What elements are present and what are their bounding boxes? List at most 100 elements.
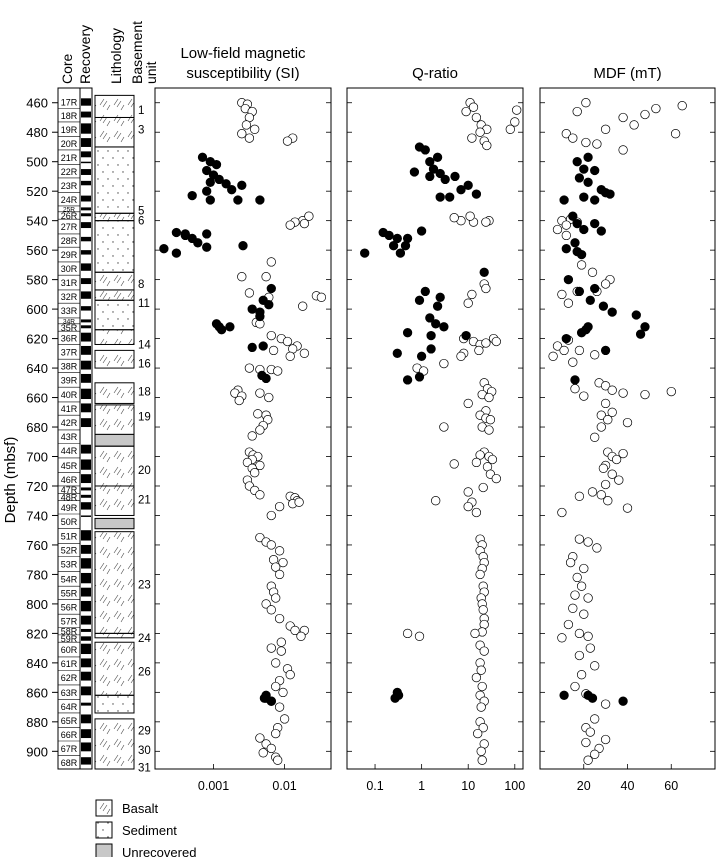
data-point-open — [273, 366, 283, 376]
data-point-filled — [425, 313, 435, 323]
data-point-open — [266, 330, 276, 341]
data-point-open — [274, 613, 285, 624]
data-point-open — [579, 391, 589, 401]
data-point-open — [596, 490, 606, 500]
data-point-open — [255, 733, 265, 743]
data-point-open — [241, 120, 252, 130]
data-point-open — [557, 633, 567, 643]
depth-tick-label: 740 — [26, 508, 48, 523]
data-point-filled — [197, 152, 208, 162]
data-point-open — [603, 415, 613, 425]
data-panels: Low-field magnetic susceptibility (SI) 0.0… — [154, 45, 716, 793]
lithology-basalt — [94, 445, 135, 487]
data-point-open — [557, 507, 567, 518]
data-point-open — [590, 432, 600, 442]
data-point-open — [255, 490, 265, 500]
lithology-basalt — [94, 329, 135, 345]
core-label: 43R — [61, 432, 78, 442]
depth-tick-label: 820 — [26, 626, 48, 641]
data-point-filled — [590, 195, 600, 205]
data-point-open — [592, 139, 602, 149]
data-point-open — [557, 289, 567, 300]
lithology-legend: Basalt Sediment Unrecovered — [95, 799, 196, 857]
panel-frame — [154, 87, 332, 770]
basement-unit-label: 18 — [138, 387, 151, 399]
data-point-filled — [579, 164, 589, 174]
data-point-open — [484, 425, 494, 435]
recovery-block — [81, 180, 91, 186]
data-point-filled — [390, 693, 400, 703]
lithology-basalt — [94, 116, 135, 148]
data-point-open — [590, 714, 600, 724]
data-point-open — [463, 501, 473, 512]
x-tick-label: 20 — [577, 779, 591, 793]
core-label: 18R — [61, 111, 78, 121]
data-point-open — [463, 398, 473, 409]
panel-frame — [346, 87, 524, 770]
data-point-open — [618, 112, 628, 123]
x-tick-label: 10 — [461, 779, 475, 793]
recovery-block — [81, 306, 91, 311]
data-point-open — [581, 737, 591, 748]
data-point-open — [561, 129, 571, 139]
core-label: 57R — [61, 616, 78, 626]
data-point-filled — [416, 226, 427, 236]
data-point-filled — [426, 344, 436, 354]
data-point-filled — [463, 180, 473, 190]
data-point-open — [596, 410, 606, 420]
data-point-open — [587, 267, 598, 277]
recovery-block — [81, 686, 91, 696]
data-point-open — [439, 358, 449, 369]
recovery-block — [81, 714, 91, 724]
data-point-filled — [264, 300, 274, 310]
lithology-basalt — [94, 349, 135, 369]
data-point-open — [439, 422, 449, 432]
data-point-open — [592, 543, 602, 553]
depth-tick-label: 840 — [26, 656, 48, 671]
data-point-open — [478, 723, 488, 733]
data-point-open — [576, 670, 587, 680]
lithology-sediment — [94, 146, 135, 214]
data-point-open — [316, 292, 327, 302]
data-point-open — [456, 351, 466, 361]
core-label: 20R — [61, 139, 78, 149]
data-point-open — [640, 109, 650, 120]
core-label: 63R — [61, 688, 78, 698]
data-point-open — [581, 137, 591, 148]
data-point-filled — [420, 145, 430, 155]
data-point-filled — [425, 171, 435, 182]
recovery-block — [81, 207, 91, 211]
recovery-column — [79, 87, 93, 770]
depth-tick-label: 560 — [26, 243, 48, 258]
data-point-open — [579, 563, 589, 574]
data-point-filled — [618, 696, 628, 706]
data-point-open — [278, 557, 288, 568]
depth-tick-label: 900 — [26, 744, 48, 759]
data-point-open — [618, 145, 628, 155]
data-point-open — [574, 491, 585, 501]
data-point-filled — [193, 238, 203, 248]
data-point-filled — [202, 242, 212, 252]
data-point-open — [274, 546, 285, 556]
data-point-open — [579, 609, 589, 619]
recovery-block — [81, 111, 91, 118]
data-point-open — [574, 628, 585, 639]
data-point-open — [477, 681, 487, 692]
legend-label: Unrecovered — [122, 845, 196, 857]
lithology-sediment — [94, 694, 135, 714]
data-point-open — [467, 289, 477, 300]
data-point-filled — [392, 348, 402, 358]
recovery-block — [81, 474, 91, 484]
recovery-block — [81, 360, 91, 370]
data-point-open — [572, 572, 582, 583]
core-label: 36R — [61, 333, 78, 343]
data-point-open — [596, 422, 606, 432]
data-point-filled — [205, 195, 215, 205]
data-point-filled — [431, 319, 441, 329]
recovery-block — [81, 628, 91, 632]
core-label: 42R — [61, 418, 78, 428]
data-point-filled — [221, 179, 231, 189]
data-point-open — [600, 381, 611, 391]
basement-unit-label: 11 — [138, 298, 150, 310]
